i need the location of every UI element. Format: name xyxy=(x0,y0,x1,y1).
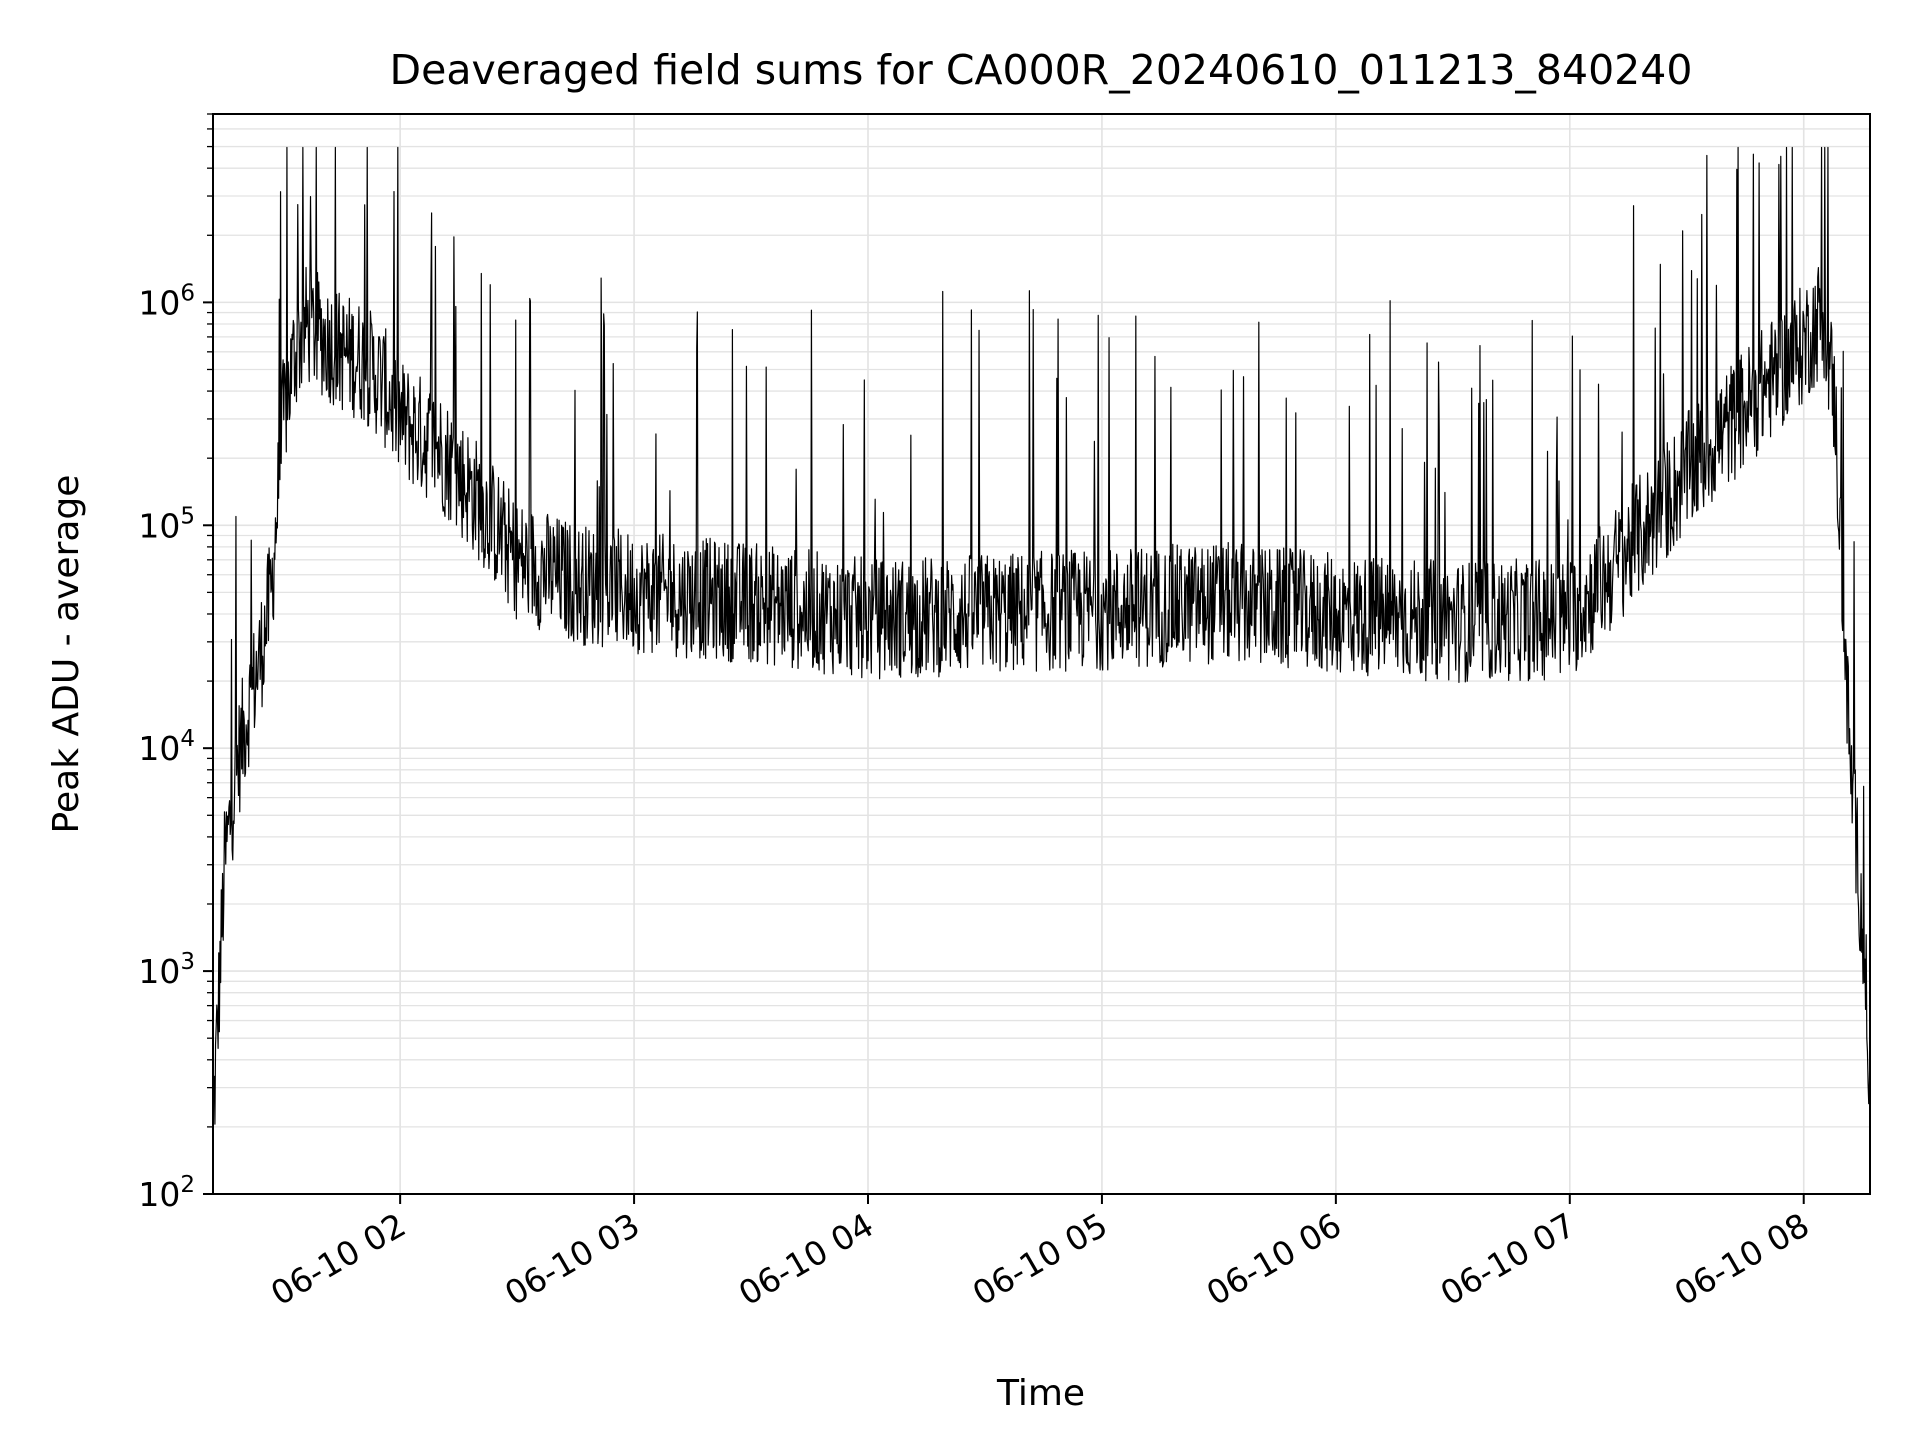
y-tick-label: 102 xyxy=(138,1172,195,1214)
grid-lines xyxy=(213,113,1870,1195)
x-tick-label: 06-10 07 xyxy=(1434,1205,1582,1313)
x-tick-label: 06-10 02 xyxy=(264,1205,412,1313)
x-tick-label: 06-10 05 xyxy=(966,1205,1114,1313)
y-tick-label: 104 xyxy=(138,726,195,768)
x-axis-label: Time xyxy=(996,1373,1085,1414)
chart-title: Deaveraged field sums for CA000R_2024061… xyxy=(390,46,1693,94)
x-tick-label: 06-10 06 xyxy=(1200,1205,1348,1313)
y-axis-label: Peak ADU - average xyxy=(46,475,87,834)
series-line xyxy=(212,146,1871,1125)
x-tick-label: 06-10 03 xyxy=(498,1205,646,1313)
plot-frame xyxy=(212,113,1871,1195)
x-tick-label: 06-10 04 xyxy=(732,1205,880,1313)
y-tick-label: 103 xyxy=(138,949,195,991)
x-tick-label: 06-10 08 xyxy=(1668,1205,1816,1313)
y-axis: 102 103 104 105 106 xyxy=(138,113,213,1214)
y-tick-label: 106 xyxy=(138,280,195,322)
x-axis: 06-10 02 06-10 03 06-10 04 06-10 05 06-10 06… xyxy=(264,1194,1816,1313)
y-tick-label: 105 xyxy=(138,503,195,545)
